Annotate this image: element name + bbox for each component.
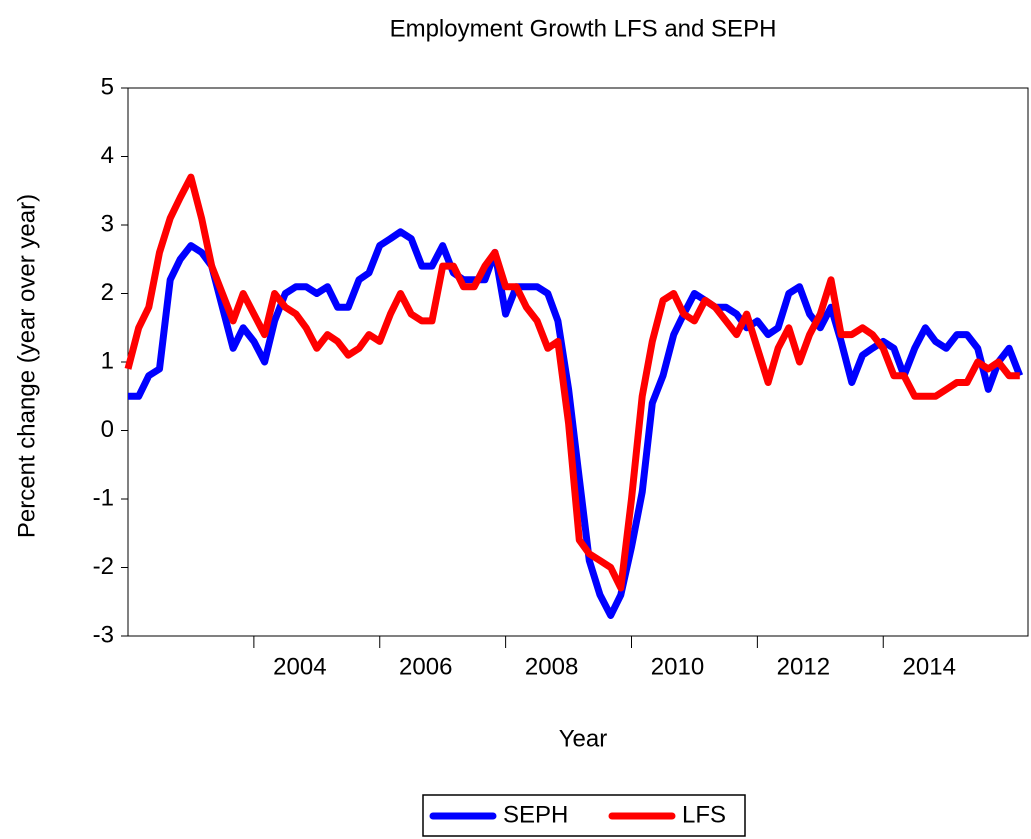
x-tick-label: 2012 [777, 653, 830, 680]
chart-title: Employment Growth LFS and SEPH [390, 15, 777, 42]
y-tick-label: 4 [101, 142, 114, 169]
y-axis-label: Percent change (year over year) [13, 194, 40, 538]
x-tick-label: 2010 [651, 653, 704, 680]
y-tick-label: 1 [101, 347, 114, 374]
y-tick-label: 5 [101, 73, 114, 100]
x-tick-label: 2004 [273, 653, 326, 680]
x-tick-label: 2006 [399, 653, 452, 680]
legend-label: LFS [682, 801, 726, 828]
y-tick-label: 0 [101, 416, 114, 443]
x-tick-label: 2008 [525, 653, 578, 680]
x-axis-label: Year [559, 725, 608, 752]
legend-label: SEPH [503, 801, 568, 828]
x-tick-label: 2014 [903, 653, 956, 680]
y-tick-label: 2 [101, 279, 114, 306]
y-tick-label: -1 [93, 484, 114, 511]
y-tick-label: -3 [93, 621, 114, 648]
y-tick-label: 3 [101, 210, 114, 237]
y-tick-label: -2 [93, 553, 114, 580]
series-line [128, 228, 1024, 619]
series-line [124, 173, 1020, 592]
